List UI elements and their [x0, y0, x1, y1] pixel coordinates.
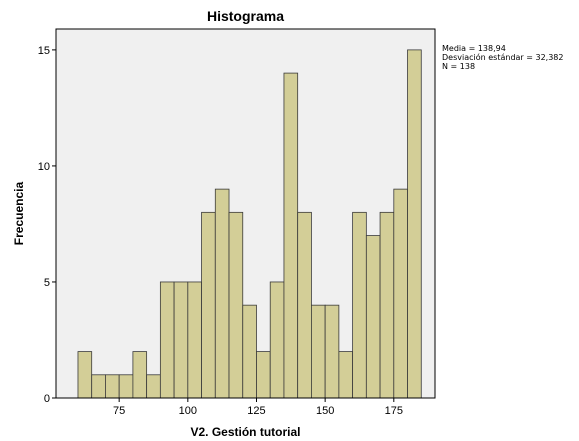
histogram-bar	[379, 211, 395, 399]
histogram-bar	[352, 211, 367, 399]
stat-std: Desviación estándar = 32,382	[442, 53, 564, 62]
histogram-bar	[365, 235, 381, 399]
histogram-bar	[214, 188, 230, 399]
histogram-bar	[228, 211, 244, 399]
x-axis-label: V2. Gestión tutorial	[190, 425, 300, 439]
histogram-bar	[297, 211, 312, 399]
histogram-bar	[242, 304, 257, 399]
histogram-bar	[269, 281, 285, 399]
x-tick-label: 175	[385, 405, 403, 417]
x-tick-label: 125	[247, 405, 265, 417]
histogram-bar	[311, 304, 326, 399]
histogram-bar	[159, 281, 175, 399]
histogram-bar	[256, 351, 271, 399]
histogram-bar	[324, 304, 340, 399]
histogram-bar	[283, 72, 299, 399]
chart-title: Histograma	[207, 8, 284, 24]
y-axis-label: Frecuencia	[12, 181, 26, 245]
histogram-bar	[173, 281, 189, 399]
statistics-box: Media = 138,94 Desviación estándar = 32,…	[442, 44, 564, 71]
histogram-bar	[201, 211, 216, 399]
x-tick-label: 75	[113, 405, 125, 417]
y-tick-label: 0	[44, 393, 50, 405]
histogram-bar	[105, 374, 120, 399]
stat-n: N = 138	[442, 62, 476, 71]
histogram-bar	[407, 49, 422, 399]
histogram-bar	[132, 351, 148, 399]
y-tick-label: 15	[38, 45, 50, 57]
histogram-bar	[91, 374, 106, 399]
histogram-bar	[393, 188, 408, 399]
plot-border	[55, 28, 436, 399]
histogram-bar	[187, 281, 202, 399]
histogram-bar	[146, 374, 161, 399]
y-tick-label: 5	[44, 277, 50, 289]
x-tick-label: 150	[316, 405, 334, 417]
histogram-bar	[118, 374, 134, 399]
y-tick-label: 10	[38, 161, 50, 173]
histogram-bar	[77, 351, 93, 399]
histogram-bar	[338, 351, 354, 399]
x-tick-label: 100	[179, 405, 197, 417]
stat-mean: Media = 138,94	[442, 44, 506, 53]
